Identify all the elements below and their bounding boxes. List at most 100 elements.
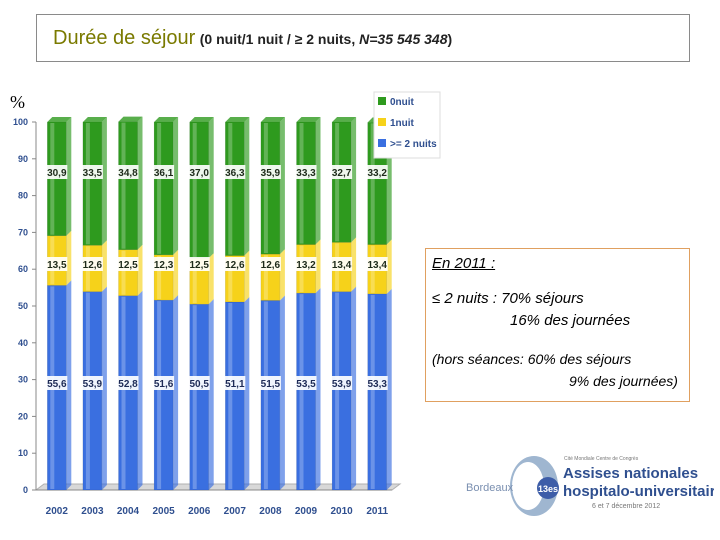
data-label-bg-nuit0-2004	[117, 165, 139, 179]
data-label-nuits2-2005: 51,6	[154, 379, 174, 390]
bar-side-nuits2-2010	[351, 286, 357, 490]
data-label-bg-nuit0-2009	[295, 165, 317, 179]
bar-side-nuit0-2009	[315, 117, 321, 245]
bar-highlight-nuits2-2007	[228, 302, 233, 489]
bar-nuits2-2011	[367, 293, 387, 491]
data-label-bg-nuit1-2005	[153, 257, 175, 271]
title-open: (0 nuit/1 nuit / ≥ 2 nuits,	[199, 31, 360, 47]
data-label-nuits2-2004: 52,8	[118, 379, 138, 390]
data-label-bg-nuit0-2008	[259, 165, 281, 179]
y-tick-label: 50	[18, 301, 28, 311]
logo-org: Cité Mondiale Centre de Congrès	[564, 456, 639, 462]
y-tick-label: 30	[18, 375, 28, 385]
bar-nuits2-2009	[296, 292, 316, 491]
y-axis-unit: %	[10, 92, 25, 112]
bar-side-nuits2-2006	[208, 299, 214, 490]
bar-side-nuits2-2003	[101, 286, 107, 490]
data-label-bg-nuit0-2003	[81, 165, 103, 179]
bar-highlight-nuit0-2004	[121, 122, 126, 249]
data-label-bg-nuit0-2006	[188, 165, 210, 179]
data-label-bg-nuit0-2005	[153, 165, 175, 179]
data-label-nuit0-2003: 33,5	[83, 168, 103, 179]
logo-edition: 13es	[538, 484, 558, 494]
bar-side-nuit1-2008	[279, 249, 285, 301]
bar-side-nuit0-2010	[351, 117, 357, 243]
data-label-nuit1-2005: 12,3	[154, 260, 174, 271]
bar-side-nuit1-2003	[101, 240, 107, 292]
bar-highlight-nuits2-2003	[85, 292, 90, 489]
data-label-nuits2-2002: 55,6	[47, 379, 67, 390]
logo-dates: 6 et 7 décembre 2012	[592, 503, 660, 510]
bar-top-2005	[154, 117, 179, 122]
legend-swatch-nuit0	[378, 97, 386, 105]
data-label-bg-nuits2-2005	[153, 376, 175, 390]
data-label-nuit0-2009: 33,3	[296, 168, 316, 179]
data-label-nuit1-2002: 13,5	[47, 260, 67, 271]
bar-side-nuit1-2009	[315, 239, 321, 294]
data-label-bg-nuit0-2011	[366, 165, 388, 179]
data-label-bg-nuit1-2008	[259, 257, 281, 271]
bar-highlight-nuit0-2003	[85, 123, 90, 245]
data-label-bg-nuit1-2002	[46, 257, 68, 271]
bar-nuits2-2005	[153, 299, 174, 491]
bar-nuit0-2007	[225, 121, 245, 256]
data-label-nuit0-2010: 32,7	[332, 168, 352, 179]
y-tick-label: 80	[18, 191, 28, 201]
bar-side-nuit0-2005	[173, 117, 179, 255]
note-line-1: En 2011 :	[432, 255, 496, 272]
data-label-nuits2-2010: 53,9	[332, 379, 352, 390]
logo-line-2: hospitalo-universitaires	[563, 483, 714, 500]
bar-top-2003	[82, 117, 107, 122]
x-tick-label-2011: 2011	[366, 506, 388, 517]
data-label-nuits2-2011: 53,3	[367, 379, 387, 390]
data-label-nuit1-2011: 13,4	[367, 260, 387, 271]
data-label-nuit0-2007: 36,3	[225, 168, 245, 179]
title-main: Durée de séjour	[53, 27, 196, 49]
bar-top-2004	[118, 116, 143, 122]
bar-nuits2-2007	[225, 301, 245, 491]
data-label-nuit1-2010: 13,4	[332, 260, 352, 271]
x-tick-label-2005: 2005	[152, 506, 175, 517]
bar-highlight-nuit0-2007	[228, 123, 233, 255]
note-line-2: ≤ 2 nuits : 70% séjours	[432, 290, 584, 307]
data-label-nuit1-2004: 12,5	[118, 260, 138, 271]
y-tick-label: 60	[18, 264, 28, 274]
event-logo: Bordeaux 13es Cité Mondiale Centre de Co…	[466, 456, 714, 516]
bar-side-nuit1-2006	[208, 253, 214, 305]
data-label-nuits2-2008: 51,5	[261, 379, 281, 390]
bar-top-2006	[189, 117, 214, 122]
y-tick-label: 70	[18, 227, 28, 237]
bar-highlight-nuit0-2011	[370, 123, 375, 244]
bar-nuits2-2004	[118, 295, 138, 491]
bar-side-nuit0-2008	[279, 117, 285, 255]
data-label-bg-nuits2-2002	[46, 376, 68, 390]
bar-side-nuits2-2005	[173, 295, 179, 490]
bar-side-nuit1-2007	[244, 250, 250, 302]
data-label-nuit0-2004: 34,8	[118, 168, 138, 179]
bar-highlight-nuit0-2009	[299, 123, 304, 244]
bar-highlight-nuits2-2010	[335, 292, 340, 489]
y-tick-label: 10	[18, 448, 28, 458]
bar-side-nuit1-2010	[351, 237, 357, 292]
bar-highlight-nuits2-2005	[157, 301, 162, 489]
bar-highlight-nuit1-2007	[228, 256, 233, 301]
bar-nuit1-2004	[118, 249, 138, 296]
bar-nuits2-2006	[189, 303, 209, 491]
bar-highlight-nuit1-2004	[121, 250, 126, 295]
bar-side-nuits2-2004	[137, 290, 143, 490]
y-tick-label: 100	[13, 117, 28, 127]
data-label-bg-nuit1-2003	[81, 257, 103, 271]
legend-label-nuit0: 0nuit	[390, 97, 415, 108]
data-label-nuits2-2006: 50,5	[189, 379, 209, 390]
y-tick-label: 20	[18, 411, 28, 421]
bar-nuit0-2003	[82, 121, 103, 246]
x-tick-label-2007: 2007	[224, 506, 247, 517]
bar-highlight-nuit0-2006	[192, 123, 197, 258]
bar-top-2010	[332, 117, 357, 122]
bar-side-nuits2-2002	[66, 280, 72, 490]
note-line-5: 9% des journées)	[569, 373, 678, 389]
data-label-nuit0-2011: 33,2	[367, 168, 387, 179]
bar-side-nuit0-2006	[208, 117, 214, 259]
bar-nuit0-2008	[260, 121, 281, 255]
bar-highlight-nuits2-2004	[121, 296, 126, 489]
